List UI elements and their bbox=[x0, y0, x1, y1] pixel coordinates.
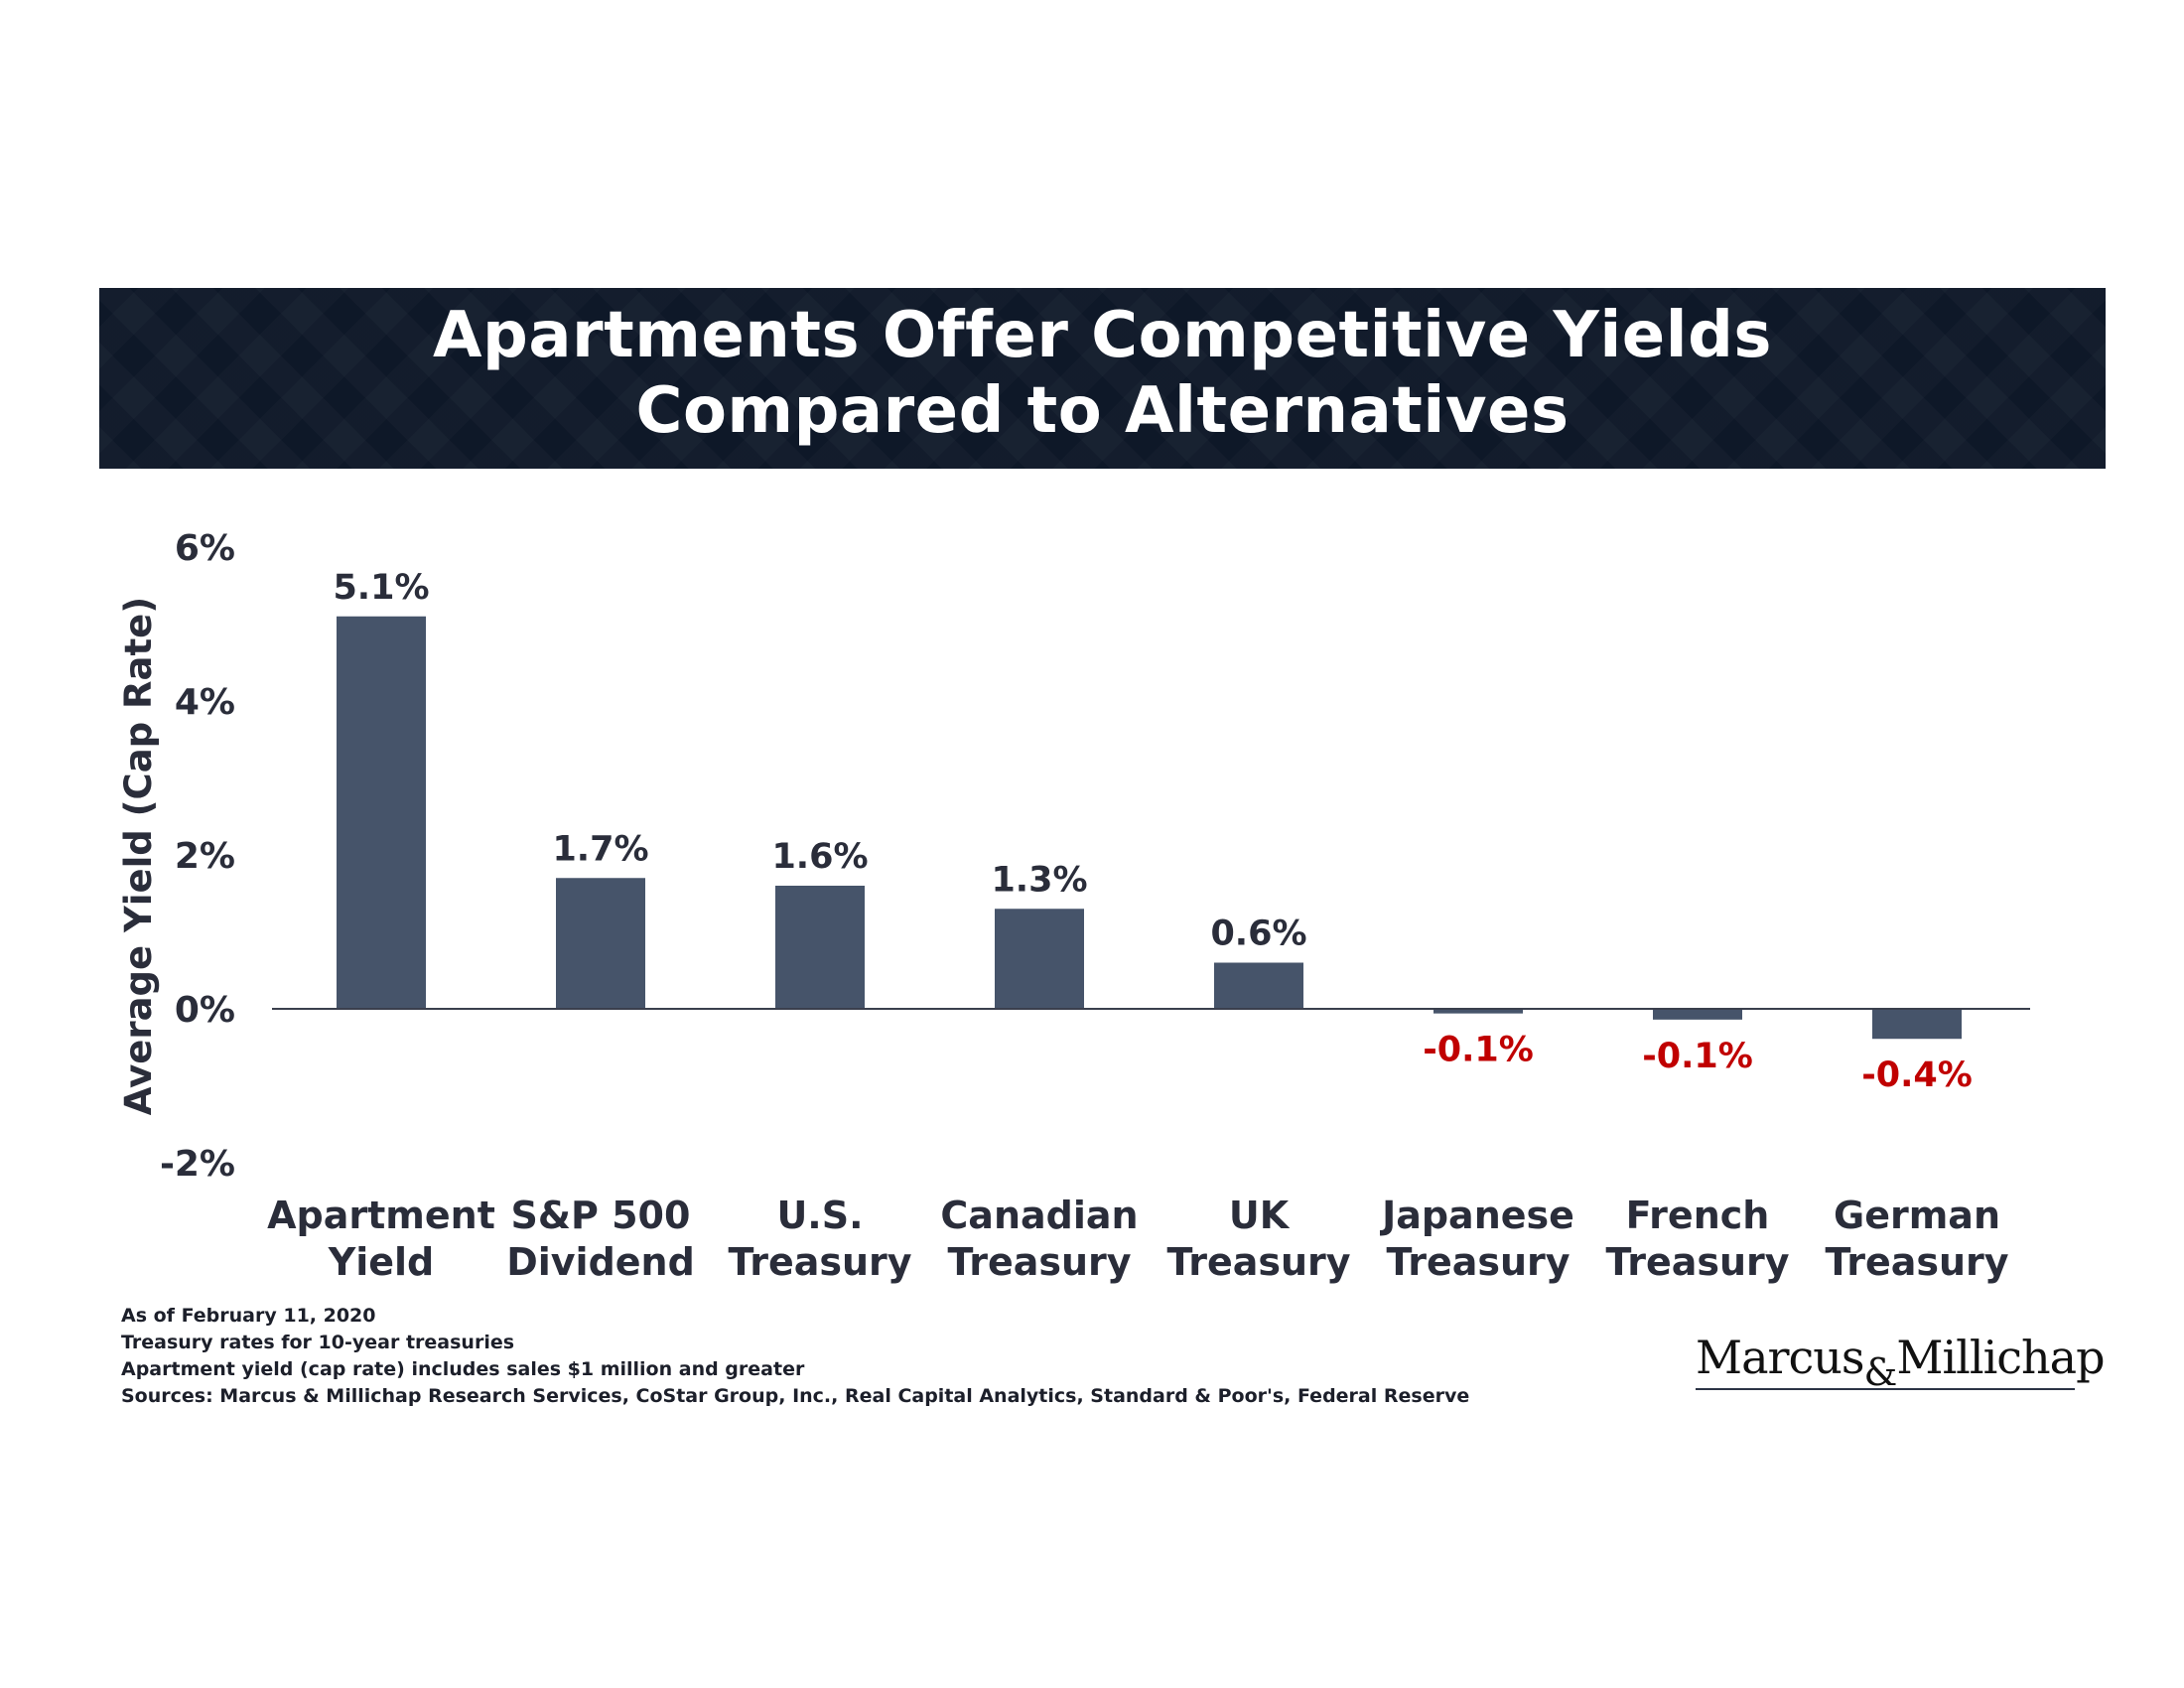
y-tick-label: -2% bbox=[160, 1144, 235, 1185]
x-tick-label: S&P 500 bbox=[511, 1194, 691, 1237]
bar bbox=[995, 909, 1084, 1009]
footnote-treasury: Treasury rates for 10-year treasuries bbox=[121, 1332, 515, 1353]
x-tick-label: Yield bbox=[328, 1240, 435, 1284]
x-tick-label: U.S. bbox=[776, 1194, 863, 1237]
bar bbox=[1653, 1009, 1742, 1020]
data-label: -0.1% bbox=[1642, 1037, 1753, 1076]
bar bbox=[1872, 1009, 1962, 1040]
x-tick-label: Japanese bbox=[1379, 1194, 1574, 1237]
x-tick-label: Treasury bbox=[728, 1240, 911, 1284]
x-tick-label: Treasury bbox=[1825, 1240, 2008, 1284]
y-axis-title: Average Yield (Cap Rate) bbox=[117, 597, 160, 1115]
x-tick-label: Treasury bbox=[1605, 1240, 1789, 1284]
title-banner: Apartments Offer Competitive Yields Comp… bbox=[99, 288, 2106, 469]
logo-text-millichap: Millichap bbox=[1896, 1331, 2105, 1384]
bar bbox=[1433, 1009, 1523, 1014]
x-tick-label: Dividend bbox=[506, 1240, 695, 1284]
footnote-apartment: Apartment yield (cap rate) includes sale… bbox=[121, 1358, 805, 1380]
x-tick-label: German bbox=[1834, 1194, 2000, 1237]
marcus-millichap-logo: Marcus&Millichap bbox=[1696, 1331, 2106, 1394]
data-label: -0.1% bbox=[1423, 1031, 1534, 1070]
logo-text-marcus: Marcus bbox=[1696, 1331, 1865, 1384]
data-label: 0.6% bbox=[1210, 914, 1306, 954]
logo-ampersand: & bbox=[1863, 1350, 1898, 1394]
data-label: 1.3% bbox=[991, 860, 1087, 900]
data-label: 5.1% bbox=[333, 568, 429, 608]
x-tick-label: Canadian bbox=[940, 1194, 1138, 1237]
data-label: 1.7% bbox=[552, 829, 648, 869]
y-tick-label: 6% bbox=[175, 528, 235, 569]
bar bbox=[775, 886, 865, 1009]
bar bbox=[337, 616, 426, 1009]
chart-title-line-1: Apartments Offer Competitive Yields bbox=[433, 299, 1772, 372]
bar bbox=[1214, 962, 1303, 1009]
bar bbox=[556, 878, 645, 1009]
y-tick-label: 0% bbox=[175, 990, 235, 1031]
data-label: 1.6% bbox=[771, 837, 868, 877]
data-label: -0.4% bbox=[1861, 1055, 1973, 1095]
y-tick-label: 4% bbox=[175, 682, 235, 723]
y-tick-label: 2% bbox=[175, 836, 235, 877]
chart-title-line-2: Compared to Alternatives bbox=[635, 374, 1570, 448]
x-tick-label: Apartment bbox=[267, 1194, 495, 1237]
footnote-date: As of February 11, 2020 bbox=[121, 1305, 376, 1327]
x-tick-label: UK bbox=[1229, 1194, 1291, 1237]
footnote-sources: Sources: Marcus & Millichap Research Ser… bbox=[121, 1385, 1470, 1407]
x-tick-label: French bbox=[1626, 1194, 1770, 1237]
x-tick-label: Treasury bbox=[1166, 1240, 1350, 1284]
x-tick-label: Treasury bbox=[1386, 1240, 1570, 1284]
x-tick-label: Treasury bbox=[947, 1240, 1131, 1284]
